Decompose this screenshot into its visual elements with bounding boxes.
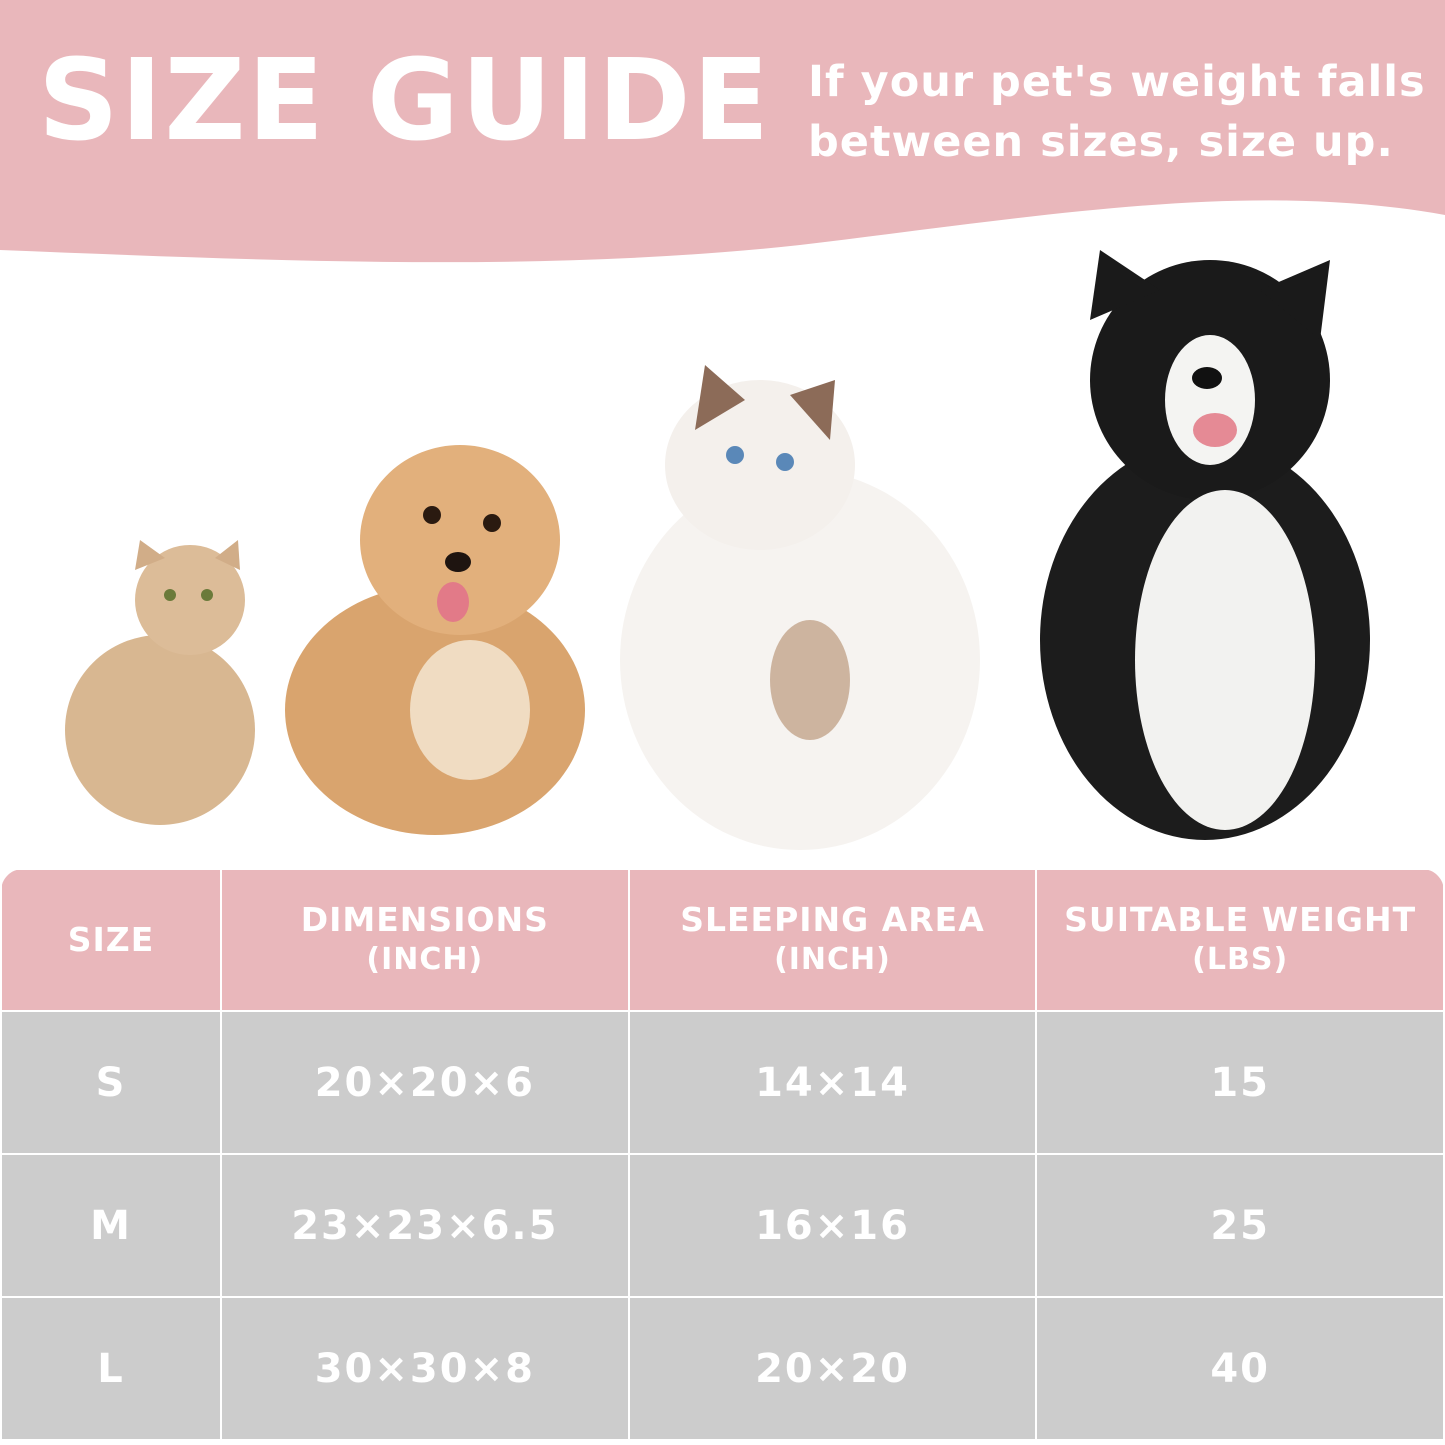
cell-size: M [0, 1153, 222, 1298]
subtitle-line: between sizes, size up. [808, 117, 1394, 167]
table-row: S 20×20×6 14×14 15 [0, 1010, 1445, 1155]
cell-size: S [0, 1010, 222, 1155]
header-banner: SIZE GUIDE If your pet's weight falls be… [0, 0, 1445, 290]
large-cat-image [620, 365, 980, 850]
small-dog-image [285, 445, 585, 835]
subtitle: If your pet's weight falls between sizes… [808, 52, 1426, 172]
cell-sleeping-area: 20×20 [627, 1296, 1038, 1441]
size-table: SIZE DIMENSIONS (INCH) SLEEPING AREA (INCH… [0, 868, 1445, 1441]
table-header-row: SIZE DIMENSIONS (INCH) SLEEPING AREA (INCH… [0, 868, 1445, 1012]
small-cat-image [65, 540, 255, 825]
header-unit: (INCH) [366, 942, 484, 977]
large-dog-image [1040, 250, 1370, 840]
cell-size: L [0, 1296, 222, 1441]
header-dimensions: DIMENSIONS (INCH) [220, 868, 630, 1012]
cell-dimensions: 23×23×6.5 [220, 1153, 630, 1298]
table-row: M 23×23×6.5 16×16 25 [0, 1153, 1445, 1298]
cell-weight: 40 [1035, 1296, 1445, 1441]
cell-dimensions: 30×30×8 [220, 1296, 630, 1441]
header-label: SIZE [67, 920, 155, 959]
subtitle-line: If your pet's weight falls [808, 57, 1426, 107]
header-unit: (INCH) [774, 942, 891, 977]
cell-weight: 15 [1035, 1010, 1445, 1155]
table-row: L 30×30×8 20×20 40 [0, 1296, 1445, 1441]
header-label: DIMENSIONS [300, 900, 549, 939]
wave-background [0, 0, 1445, 263]
header-suitable-weight: SUITABLE WEIGHT (LBS) [1035, 868, 1445, 1012]
pets-illustration [65, 250, 1370, 850]
header-unit: (LBS) [1192, 942, 1289, 977]
cell-dimensions: 20×20×6 [220, 1010, 630, 1155]
header-sleeping-area: SLEEPING AREA (INCH) [627, 868, 1038, 1012]
cell-weight: 25 [1035, 1153, 1445, 1298]
header-label: SLEEPING AREA [680, 900, 985, 939]
header-size: SIZE [0, 868, 222, 1012]
page-title: SIZE GUIDE [38, 36, 772, 166]
cell-sleeping-area: 14×14 [627, 1010, 1038, 1155]
cell-sleeping-area: 16×16 [627, 1153, 1038, 1298]
header-label: SUITABLE WEIGHT [1064, 900, 1417, 939]
